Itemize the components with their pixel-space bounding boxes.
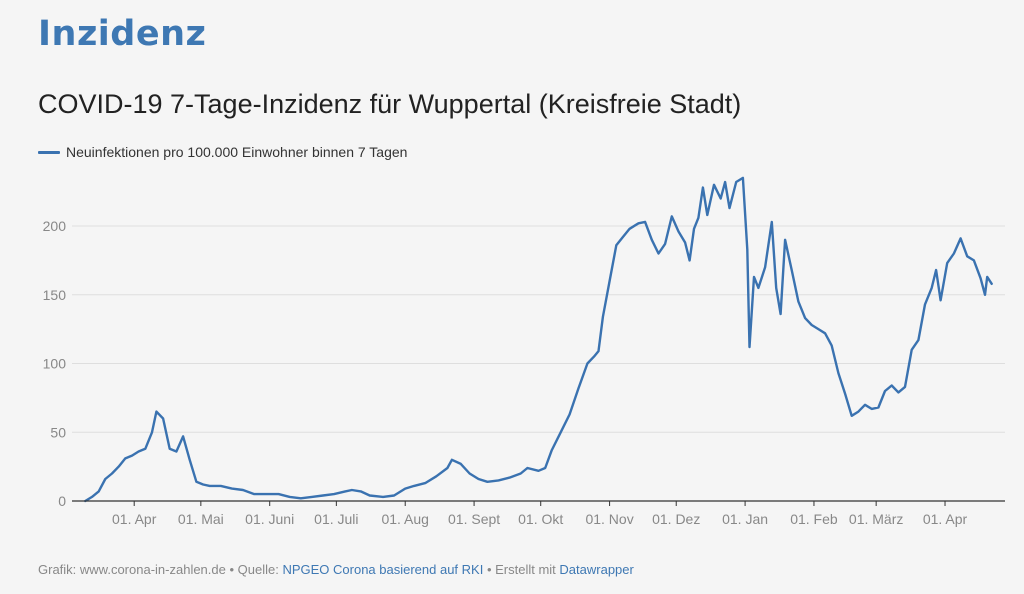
footer-sep: • bbox=[483, 562, 496, 577]
x-tick-label: 01. Juni bbox=[245, 511, 294, 527]
series-line bbox=[84, 176, 993, 503]
x-tick-label: 01. März bbox=[849, 511, 903, 527]
x-tick-label: 01. Apr bbox=[112, 511, 157, 527]
footer-quelle-label: Quelle: bbox=[237, 562, 283, 577]
x-tick-label: 01. Sept bbox=[448, 511, 500, 527]
x-tick-label: 01. Juli bbox=[314, 511, 358, 527]
legend: Neuinfektionen pro 100.000 Einwohner bin… bbox=[38, 144, 407, 160]
x-axis-ticks: 01. Apr 01. Mai 01. Juni 01. Juli 01. Aug 01.… bbox=[112, 501, 968, 527]
y-axis-ticks: 0 50 100 150 200 bbox=[43, 218, 67, 509]
x-tick-label: 01. Feb bbox=[790, 511, 838, 527]
y-tick-label: 0 bbox=[58, 493, 66, 509]
brand-title: Inzidenz bbox=[38, 14, 207, 54]
y-tick-label: 150 bbox=[43, 287, 67, 303]
y-tick-label: 200 bbox=[43, 218, 67, 234]
x-tick-label: 01. Mai bbox=[178, 511, 224, 527]
x-tick-label: 01. Jan bbox=[722, 511, 768, 527]
footer-sep: • bbox=[225, 562, 238, 577]
x-tick-label: 01. Apr bbox=[923, 511, 968, 527]
x-tick-label: 01. Okt bbox=[518, 511, 563, 527]
legend-label: Neuinfektionen pro 100.000 Einwohner bin… bbox=[66, 144, 408, 160]
datawrapper-link[interactable]: Datawrapper bbox=[559, 562, 634, 577]
grid-lines bbox=[72, 225, 1005, 433]
footer-erstellt-label: Erstellt mit bbox=[495, 562, 560, 577]
y-tick-label: 100 bbox=[43, 356, 67, 372]
footer: Grafik: www.corona-in-zahlen.de • Quelle… bbox=[38, 562, 634, 577]
source-link[interactable]: NPGEO Corona basierend auf RKI bbox=[282, 562, 484, 577]
footer-grafik: Grafik: www.corona-in-zahlen.de bbox=[38, 562, 226, 577]
legend-swatch bbox=[38, 150, 60, 154]
chart-title: COVID-19 7-Tage-Inzidenz für Wuppertal (… bbox=[38, 89, 742, 119]
y-tick-label: 50 bbox=[50, 424, 66, 440]
x-tick-label: 01. Aug bbox=[381, 511, 429, 527]
x-tick-label: 01. Dez bbox=[652, 511, 700, 527]
x-tick-label: 01. Nov bbox=[585, 511, 633, 527]
